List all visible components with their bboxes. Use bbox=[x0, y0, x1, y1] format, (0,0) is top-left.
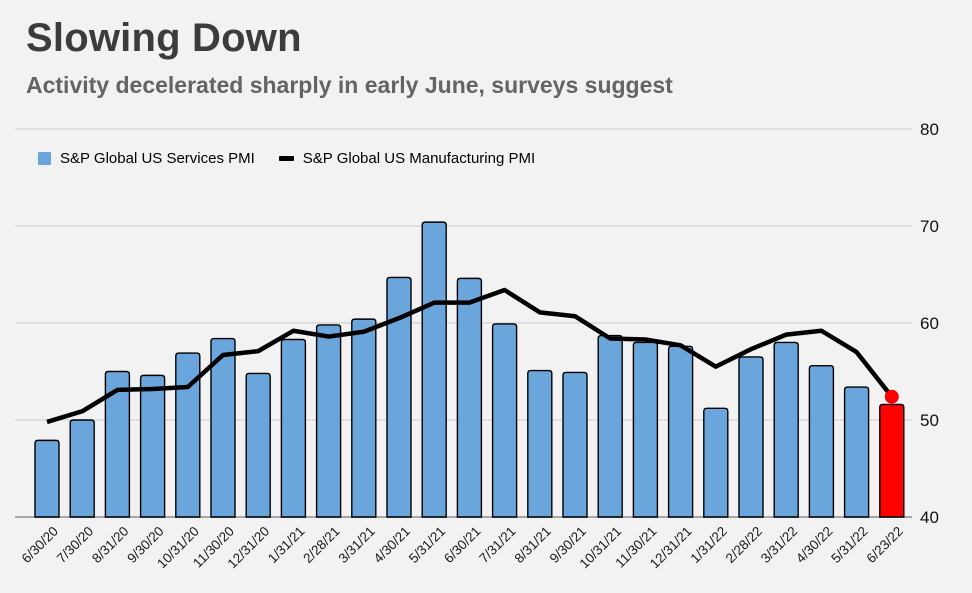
y-axis-label-70: 70 bbox=[920, 217, 939, 236]
services-bar-9/30/20 bbox=[139, 374, 166, 518]
x-axis-label-7/31/21: 7/31/21 bbox=[476, 524, 518, 566]
services-bar-12/31/21 bbox=[667, 345, 694, 518]
manufacturing-line bbox=[46, 287, 894, 425]
services-bar-3/31/21 bbox=[351, 318, 377, 518]
services-bar-2/28/21 bbox=[315, 324, 342, 518]
services-bar-6/30/21 bbox=[456, 277, 483, 518]
legend-label-services: S&P Global US Services PMI bbox=[60, 150, 255, 167]
services-bar-5/31/21 bbox=[421, 221, 447, 518]
x-axis-label-4/30/21: 4/30/21 bbox=[371, 524, 413, 566]
services-bar-7/30/20 bbox=[69, 419, 95, 518]
services-bar-11/30/20 bbox=[210, 337, 236, 518]
x-axis-label-5/31/22: 5/31/22 bbox=[828, 524, 870, 566]
line-end-dot bbox=[884, 389, 899, 404]
x-axis-label-8/31/21: 8/31/21 bbox=[511, 524, 553, 566]
services-bar-12/31/20 bbox=[245, 372, 271, 518]
y-axis-label-60: 60 bbox=[920, 314, 939, 333]
x-axis-label-5/31/21: 5/31/21 bbox=[406, 524, 448, 566]
services-bar-3/31/22 bbox=[773, 341, 799, 518]
legend-item-manufacturing: S&P Global US Manufacturing PMI bbox=[278, 150, 536, 167]
services-bar-8/31/20 bbox=[104, 370, 131, 518]
legend-label-manufacturing: S&P Global US Manufacturing PMI bbox=[302, 150, 536, 167]
services-bar-10/31/21 bbox=[597, 334, 623, 518]
page-title: Slowing Down bbox=[26, 16, 302, 60]
services-bar-5/31/22 bbox=[843, 386, 870, 518]
y-axis-label-50: 50 bbox=[920, 411, 939, 430]
legend: S&P Global US Services PMI S&P Global US… bbox=[38, 150, 535, 167]
services-bar-2/28/22 bbox=[738, 356, 764, 518]
manufacturing-line-icon bbox=[278, 156, 294, 161]
services-bar-4/30/21 bbox=[386, 276, 412, 518]
services-bar-8/31/21 bbox=[527, 369, 553, 518]
services-bar-10/31/20 bbox=[175, 352, 201, 518]
services-bar-6/30/20 bbox=[34, 439, 60, 518]
services-bar-7/31/21 bbox=[491, 323, 518, 518]
y-axis-label-40: 40 bbox=[920, 508, 939, 527]
x-axis-label-6/30/21: 6/30/21 bbox=[441, 524, 483, 566]
services-bar-1/31/22 bbox=[703, 407, 729, 518]
legend-item-services: S&P Global US Services PMI bbox=[38, 150, 255, 167]
x-axis-label-6/23/22: 6/23/22 bbox=[863, 524, 905, 566]
x-axis-label-7/30/20: 7/30/20 bbox=[54, 524, 96, 566]
x-axis-label-2/28/21: 2/28/21 bbox=[300, 524, 342, 566]
x-axis-label-8/31/20: 8/31/20 bbox=[89, 524, 131, 566]
services-bar-4/30/22 bbox=[808, 364, 835, 518]
x-axis-label-2/28/22: 2/28/22 bbox=[723, 524, 765, 566]
x-axis-label-3/31/22: 3/31/22 bbox=[758, 524, 800, 566]
x-axis-label-3/31/21: 3/31/21 bbox=[335, 524, 377, 566]
services-bar-6/23/22 bbox=[879, 403, 905, 518]
services-bar-9/30/21 bbox=[562, 371, 588, 518]
page-subtitle: Activity decelerated sharply in early Ju… bbox=[26, 72, 673, 98]
services-bar-11/30/21 bbox=[632, 341, 659, 518]
services-bar-1/31/21 bbox=[280, 338, 307, 518]
x-axis-label-6/30/20: 6/30/20 bbox=[19, 524, 61, 566]
x-axis-label-1/31/21: 1/31/21 bbox=[265, 524, 307, 566]
x-axis-label-4/30/22: 4/30/22 bbox=[793, 524, 835, 566]
y-axis-label-80: 80 bbox=[920, 120, 939, 139]
services-swatch-icon bbox=[38, 152, 51, 165]
x-axis-label-1/31/22: 1/31/22 bbox=[687, 524, 729, 566]
